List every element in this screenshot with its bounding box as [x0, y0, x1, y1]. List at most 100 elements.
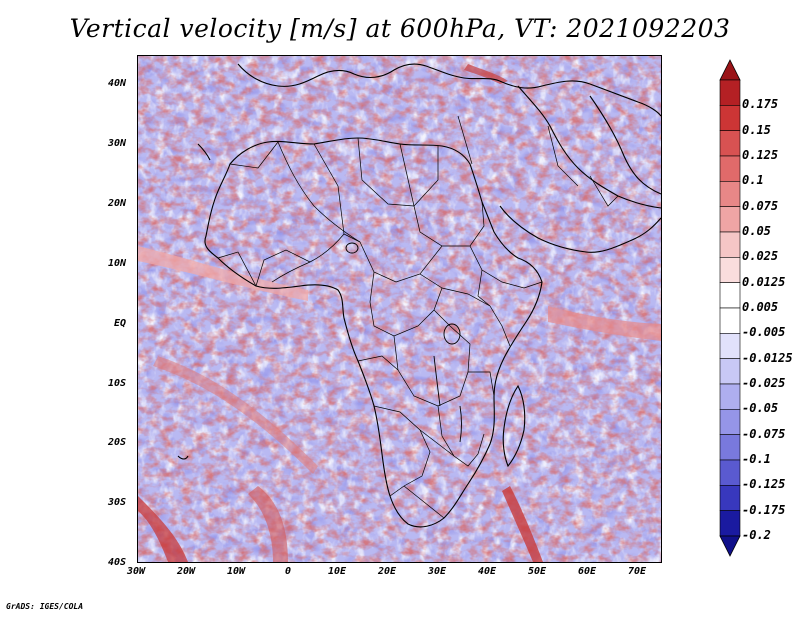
colorbar-tick-label: -0.05 [742, 401, 779, 416]
colorbar-swatch [719, 307, 741, 334]
colorbar-swatch [719, 434, 741, 461]
lat-label-10s: 10S [108, 378, 127, 389]
border-line [357, 137, 439, 207]
madagascar-coastline [502, 384, 526, 468]
border-line [313, 143, 361, 243]
lon-label-30w: 30W [127, 566, 146, 577]
colorbar-swatch [719, 231, 741, 258]
colorbar-swatch [719, 130, 741, 157]
border-line [457, 115, 473, 165]
lat-label-30s: 30S [108, 497, 127, 508]
footer-credit: GrADS: IGES/COLA [6, 602, 84, 611]
country-borders [217, 115, 619, 519]
lake-malawi [459, 405, 462, 443]
island-outline [177, 455, 189, 460]
colorbar-swatch [719, 155, 741, 182]
colorbar [719, 59, 741, 557]
mozambique-ascent-streak [502, 486, 543, 562]
lon-label-40e: 40E [478, 566, 497, 577]
border-line [357, 355, 399, 371]
colorbar-tick-label: 0.025 [742, 249, 779, 264]
colorbar-tick-label: 0.075 [742, 198, 779, 213]
atlantic-ascent-streak [153, 356, 318, 474]
lat-label-40s: 40S [108, 557, 127, 568]
colorbar-tick-label: -0.005 [742, 325, 786, 340]
colorbar-tick-label: 0.05 [742, 224, 771, 238]
colorbar-swatch [719, 510, 741, 537]
border-line [255, 249, 311, 287]
colorbar-swatch [719, 79, 741, 106]
colorbar-swatch [719, 333, 741, 359]
lat-label-20s: 20S [108, 437, 127, 448]
lakes [345, 242, 462, 443]
velocity-field-ascent [138, 56, 661, 562]
border-line [403, 485, 445, 519]
africa-coastline [204, 137, 543, 528]
black-sea-ascent-patch [464, 64, 508, 84]
colorbar-swatch [719, 358, 741, 385]
border-line [468, 371, 495, 397]
colorbar-tick-label: 0.1 [742, 173, 764, 188]
map-canvas [138, 56, 661, 562]
arabian-peninsula-coast [499, 205, 661, 253]
colorbar-swatch [719, 485, 741, 511]
lat-label-10n: 10N [108, 258, 127, 269]
chart-title: Vertical velocity [m/s] at 600hPa, VT: 2… [69, 14, 731, 43]
lake-chad [345, 242, 359, 254]
lon-label-70e: 70E [628, 566, 647, 577]
border-line [419, 429, 455, 457]
colorbar-tick-label: -0.075 [742, 426, 786, 441]
border-line [399, 143, 415, 207]
colorbar-tick-label: -0.125 [742, 477, 786, 492]
colorbar-swatch [719, 383, 741, 410]
map-panel [137, 55, 662, 563]
colorbar-swatch [719, 181, 741, 207]
colorbar-tick-label: -0.175 [742, 502, 786, 517]
border-line [393, 309, 471, 407]
lon-label-50e: 50E [528, 566, 547, 577]
lake-tanganyika [433, 355, 441, 407]
southwest-ascent-streak [138, 496, 188, 562]
colorbar-tick-label: 0.125 [742, 148, 779, 162]
border-line [477, 269, 491, 307]
lake-victoria [443, 323, 461, 345]
colorbar-swatch [719, 257, 741, 283]
border-line [413, 201, 485, 247]
border-line [437, 405, 485, 467]
mediterranean-northern-coast [237, 63, 661, 117]
lat-label-eq: EQ [114, 318, 127, 329]
coastlines [177, 63, 661, 528]
lon-label-20e: 20E [378, 566, 397, 577]
colorbar-tick-label: -0.1 [742, 452, 771, 466]
south-atlantic-ascent-streak [248, 486, 288, 562]
persian-gulf-coast [589, 95, 661, 195]
border-line [589, 175, 619, 207]
colorbar-swatch [719, 206, 741, 233]
canary-islands [197, 143, 211, 161]
indian-ocean-ascent-band [548, 306, 661, 341]
colorbar-top-arrow [719, 59, 741, 81]
lat-label-20n: 20N [108, 198, 127, 209]
lon-label-20w: 20W [177, 566, 196, 577]
colorbar-graphic [719, 59, 741, 557]
lon-label-0: 0 [285, 566, 292, 577]
border-line [369, 271, 443, 337]
lat-label-30n: 30N [108, 138, 127, 149]
colorbar-tick-label: 0.0125 [742, 274, 786, 289]
border-line [217, 251, 257, 287]
colorbar-tick-label: 0.005 [742, 300, 779, 314]
colorbar-swatch [719, 105, 741, 131]
lon-label-60e: 60E [578, 566, 597, 577]
colorbar-bottom-arrow [719, 535, 741, 557]
border-line [469, 245, 543, 289]
colorbar-tick-label: 0.15 [742, 122, 771, 137]
lon-label-10w: 10W [227, 566, 246, 577]
border-line [229, 141, 279, 169]
border-line [359, 241, 443, 283]
border-line [277, 141, 361, 243]
colorbar-tick-label: -0.0125 [742, 350, 793, 365]
lat-label-40n: 40N [108, 78, 127, 89]
colorbar-swatch [719, 459, 741, 486]
lon-label-10e: 10E [328, 566, 347, 577]
itcz-ascent-band [138, 246, 308, 301]
